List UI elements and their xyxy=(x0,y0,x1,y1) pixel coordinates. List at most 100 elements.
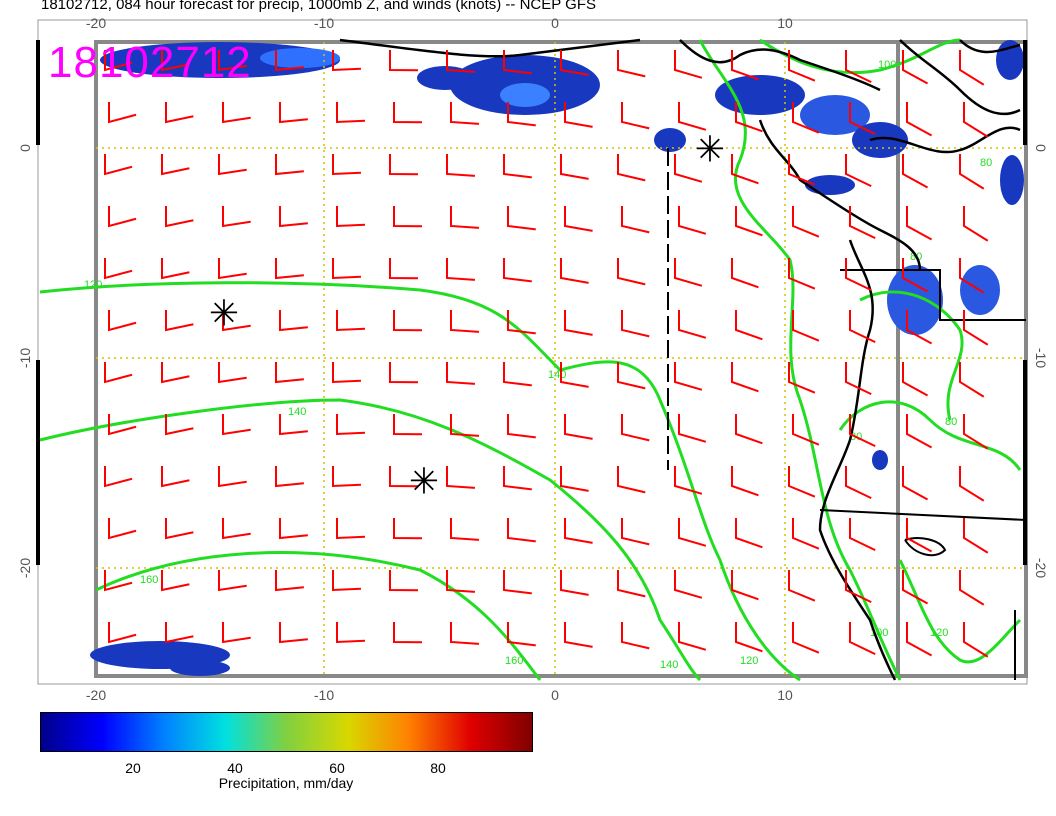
wind-barb xyxy=(275,258,304,280)
lon-tick: -20 xyxy=(86,687,106,703)
wind-barb xyxy=(678,206,707,235)
wind-barb xyxy=(678,622,707,651)
wind-barb xyxy=(279,102,308,124)
wind-barb xyxy=(564,102,593,128)
wind-barb xyxy=(393,206,423,228)
wind-barb xyxy=(104,258,133,280)
contour-label: 80 xyxy=(980,157,992,169)
wind-barb xyxy=(621,310,650,338)
wind-barb xyxy=(902,154,929,189)
colorbar-tick: 80 xyxy=(430,760,446,776)
wind-barb xyxy=(621,102,650,130)
wind-barb xyxy=(731,362,759,393)
wind-barb xyxy=(560,570,589,596)
wind-barb xyxy=(906,518,933,553)
wind-barb xyxy=(108,206,137,228)
coastlines xyxy=(339,38,1027,681)
wind-barb xyxy=(165,622,194,644)
wind-barb xyxy=(279,414,308,436)
wind-barb xyxy=(792,310,820,342)
wind-barb xyxy=(849,518,876,552)
colorbar-label: Precipitation, mm/day xyxy=(218,775,354,791)
wind-barb xyxy=(731,50,759,81)
wind-barb xyxy=(674,258,703,287)
wind-barb xyxy=(279,206,308,228)
colorbar-tick: 20 xyxy=(125,760,141,776)
wind-barb xyxy=(275,50,304,72)
wind-barb xyxy=(792,414,820,446)
wind-barb xyxy=(336,622,366,644)
wind-barb xyxy=(621,206,650,234)
wind-barb xyxy=(389,570,419,592)
wind-barb xyxy=(507,414,536,439)
wind-barb xyxy=(222,518,251,540)
wind-barb xyxy=(393,414,423,436)
wind-barb xyxy=(849,102,876,136)
wind-barb xyxy=(336,102,366,124)
wind-barb xyxy=(564,206,593,232)
lat-tick: -20 xyxy=(17,558,33,578)
wind-barb xyxy=(446,50,476,73)
wind-barb xyxy=(332,258,362,280)
contour-label: 140 xyxy=(660,659,678,671)
wind-barb xyxy=(674,466,703,495)
marker-icon: ✳ xyxy=(209,293,239,334)
wind-barb xyxy=(845,50,872,84)
inner-frame xyxy=(94,40,1028,678)
wind-barb xyxy=(389,466,419,488)
wind-barb xyxy=(218,362,247,384)
wind-barb xyxy=(450,622,480,645)
wind-barb xyxy=(906,310,933,345)
wind-barb xyxy=(161,362,190,384)
wind-barb xyxy=(222,102,251,124)
wind-barb xyxy=(218,570,247,592)
contour-label: 80 xyxy=(945,416,957,428)
wind-barb xyxy=(621,518,650,546)
storm-markers: ✳ ✳ ✳ xyxy=(209,129,725,502)
contour-label: 160 xyxy=(505,655,523,667)
wind-barb xyxy=(450,102,480,125)
left-tick-labels: 0 -10 -20 xyxy=(17,144,33,578)
wind-barb xyxy=(503,466,532,491)
wind-barb xyxy=(161,258,190,280)
wind-barb xyxy=(674,50,703,79)
lon-tick: -20 xyxy=(86,15,106,31)
wind-barb xyxy=(393,622,423,644)
wind-barb xyxy=(674,362,703,391)
wind-barb xyxy=(446,466,476,489)
wind-barb xyxy=(275,570,304,592)
wind-barb xyxy=(161,154,190,176)
chart-title: 18102712, 084 hour forecast for precip, … xyxy=(41,0,596,13)
wind-barb xyxy=(674,570,703,599)
wind-barb xyxy=(165,310,194,332)
wind-barb xyxy=(161,570,190,592)
wind-barb xyxy=(336,310,366,332)
wind-barb xyxy=(389,362,419,384)
wind-barb xyxy=(393,310,423,332)
wind-barb xyxy=(507,310,536,335)
wind-barb xyxy=(963,518,989,554)
wind-barb xyxy=(560,362,589,388)
wind-barb xyxy=(906,102,933,137)
wind-barb xyxy=(393,518,423,540)
wind-barb xyxy=(161,466,190,488)
wind-barb xyxy=(621,622,650,650)
wind-barb xyxy=(678,102,707,131)
wind-barb xyxy=(279,518,308,540)
wind-barb xyxy=(336,414,366,436)
wind-barb xyxy=(503,50,532,75)
wind-barbs xyxy=(104,50,989,658)
wind-barb xyxy=(617,570,646,598)
wind-barb xyxy=(389,258,419,280)
wind-barb xyxy=(450,414,480,437)
wind-barb xyxy=(906,622,933,657)
precipitation-areas xyxy=(90,40,1024,676)
wind-barb xyxy=(446,362,476,385)
wind-barb xyxy=(165,206,194,228)
lat-tick: 0 xyxy=(17,144,33,152)
lon-tick: 0 xyxy=(551,687,559,703)
wind-barb xyxy=(108,102,137,124)
wind-barb xyxy=(564,310,593,336)
wind-barb xyxy=(108,414,137,436)
colorbar xyxy=(40,712,533,752)
